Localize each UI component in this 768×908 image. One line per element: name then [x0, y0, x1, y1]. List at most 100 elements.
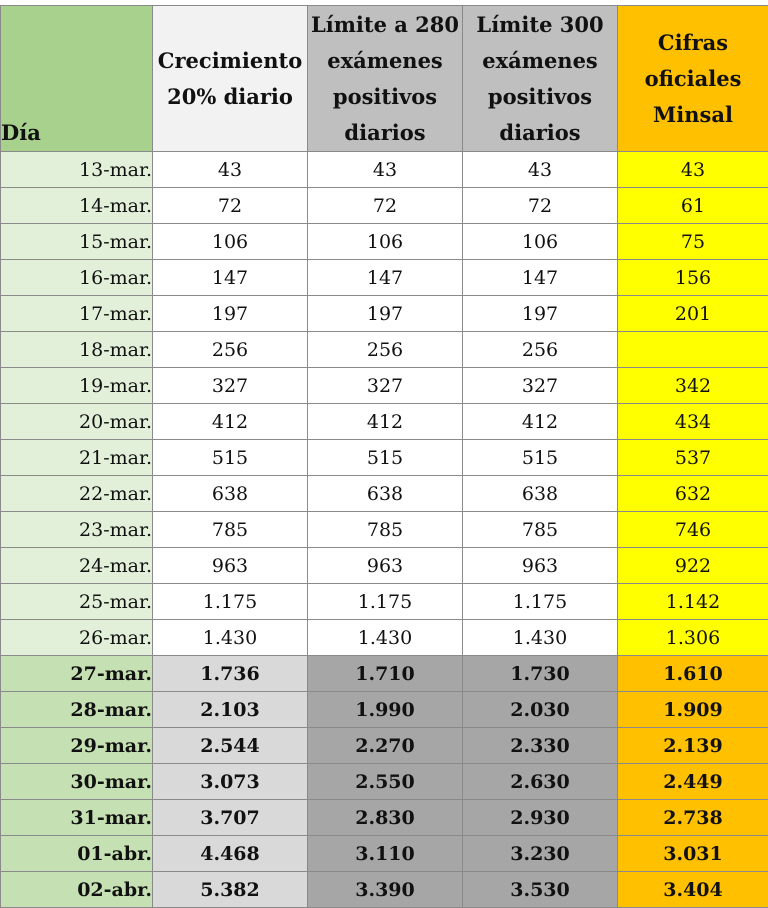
limit-280-cell: 1.430	[308, 620, 463, 656]
limit-300-cell: 2.330	[463, 728, 618, 764]
growth-cell: 197	[153, 296, 308, 332]
limit-300-cell: 327	[463, 368, 618, 404]
header-growth-line: Crecimiento	[153, 43, 307, 79]
limit-300-cell: 197	[463, 296, 618, 332]
limit-300-cell: 1.175	[463, 584, 618, 620]
limit-280-cell: 3.390	[308, 872, 463, 908]
minsal-cell: 1.610	[618, 656, 768, 692]
growth-cell: 4.468	[153, 836, 308, 872]
limit-280-cell: 327	[308, 368, 463, 404]
day-cell: 29-mar.	[1, 728, 153, 764]
limit-300-cell: 1.430	[463, 620, 618, 656]
day-cell: 02-abr.	[1, 872, 153, 908]
growth-cell: 2.544	[153, 728, 308, 764]
header-limit-280-line: exámenes	[308, 43, 462, 79]
header-minsal-line: Minsal	[618, 97, 768, 133]
header-limit-280: Límite a 280 exámenes positivos diarios	[308, 6, 463, 152]
day-cell: 18-mar.	[1, 332, 153, 368]
limit-280-cell: 72	[308, 188, 463, 224]
day-cell: 20-mar.	[1, 404, 153, 440]
day-cell: 17-mar.	[1, 296, 153, 332]
growth-cell: 106	[153, 224, 308, 260]
limit-300-cell: 2.030	[463, 692, 618, 728]
limit-300-cell: 412	[463, 404, 618, 440]
day-cell: 25-mar.	[1, 584, 153, 620]
growth-cell: 412	[153, 404, 308, 440]
minsal-cell: 201	[618, 296, 768, 332]
covid-cases-table: Día Crecimiento 20% diario Límite a 280 …	[0, 5, 768, 908]
growth-cell: 1.175	[153, 584, 308, 620]
limit-300-cell: 106	[463, 224, 618, 260]
minsal-cell: 922	[618, 548, 768, 584]
minsal-cell: 632	[618, 476, 768, 512]
minsal-cell: 1.306	[618, 620, 768, 656]
growth-cell: 1.430	[153, 620, 308, 656]
limit-300-cell: 1.730	[463, 656, 618, 692]
growth-cell: 256	[153, 332, 308, 368]
growth-cell: 147	[153, 260, 308, 296]
limit-280-cell: 638	[308, 476, 463, 512]
growth-cell: 785	[153, 512, 308, 548]
limit-300-cell: 638	[463, 476, 618, 512]
limit-280-cell: 2.830	[308, 800, 463, 836]
day-cell: 13-mar.	[1, 152, 153, 188]
limit-280-cell: 1.710	[308, 656, 463, 692]
minsal-cell: 2.139	[618, 728, 768, 764]
limit-280-cell: 2.270	[308, 728, 463, 764]
day-cell: 31-mar.	[1, 800, 153, 836]
limit-300-cell: 785	[463, 512, 618, 548]
limit-280-cell: 256	[308, 332, 463, 368]
growth-cell: 3.073	[153, 764, 308, 800]
limit-280-cell: 412	[308, 404, 463, 440]
header-limit-300: Límite 300 exámenes positivos diarios	[463, 6, 618, 152]
limit-300-cell: 963	[463, 548, 618, 584]
minsal-cell: 2.449	[618, 764, 768, 800]
day-cell: 22-mar.	[1, 476, 153, 512]
minsal-cell: 43	[618, 152, 768, 188]
limit-300-cell: 2.930	[463, 800, 618, 836]
header-growth-line: 20% diario	[153, 79, 307, 115]
growth-cell: 3.707	[153, 800, 308, 836]
minsal-cell: 342	[618, 368, 768, 404]
header-day: Día	[1, 6, 153, 152]
growth-cell: 638	[153, 476, 308, 512]
header-limit-280-line: positivos	[308, 79, 462, 115]
day-cell: 30-mar.	[1, 764, 153, 800]
growth-cell: 515	[153, 440, 308, 476]
day-cell: 01-abr.	[1, 836, 153, 872]
limit-300-cell: 3.230	[463, 836, 618, 872]
growth-cell: 327	[153, 368, 308, 404]
limit-280-cell: 106	[308, 224, 463, 260]
day-cell: 23-mar.	[1, 512, 153, 548]
limit-300-cell: 147	[463, 260, 618, 296]
limit-280-cell: 147	[308, 260, 463, 296]
limit-280-cell: 785	[308, 512, 463, 548]
minsal-cell	[618, 332, 768, 368]
limit-280-cell: 1.175	[308, 584, 463, 620]
limit-300-cell: 72	[463, 188, 618, 224]
growth-cell: 2.103	[153, 692, 308, 728]
limit-280-cell: 197	[308, 296, 463, 332]
header-limit-280-line: diarios	[308, 115, 462, 151]
minsal-cell: 1.909	[618, 692, 768, 728]
header-limit-300-line: Límite 300	[463, 7, 617, 43]
day-cell: 28-mar.	[1, 692, 153, 728]
growth-cell: 1.736	[153, 656, 308, 692]
day-cell: 14-mar.	[1, 188, 153, 224]
